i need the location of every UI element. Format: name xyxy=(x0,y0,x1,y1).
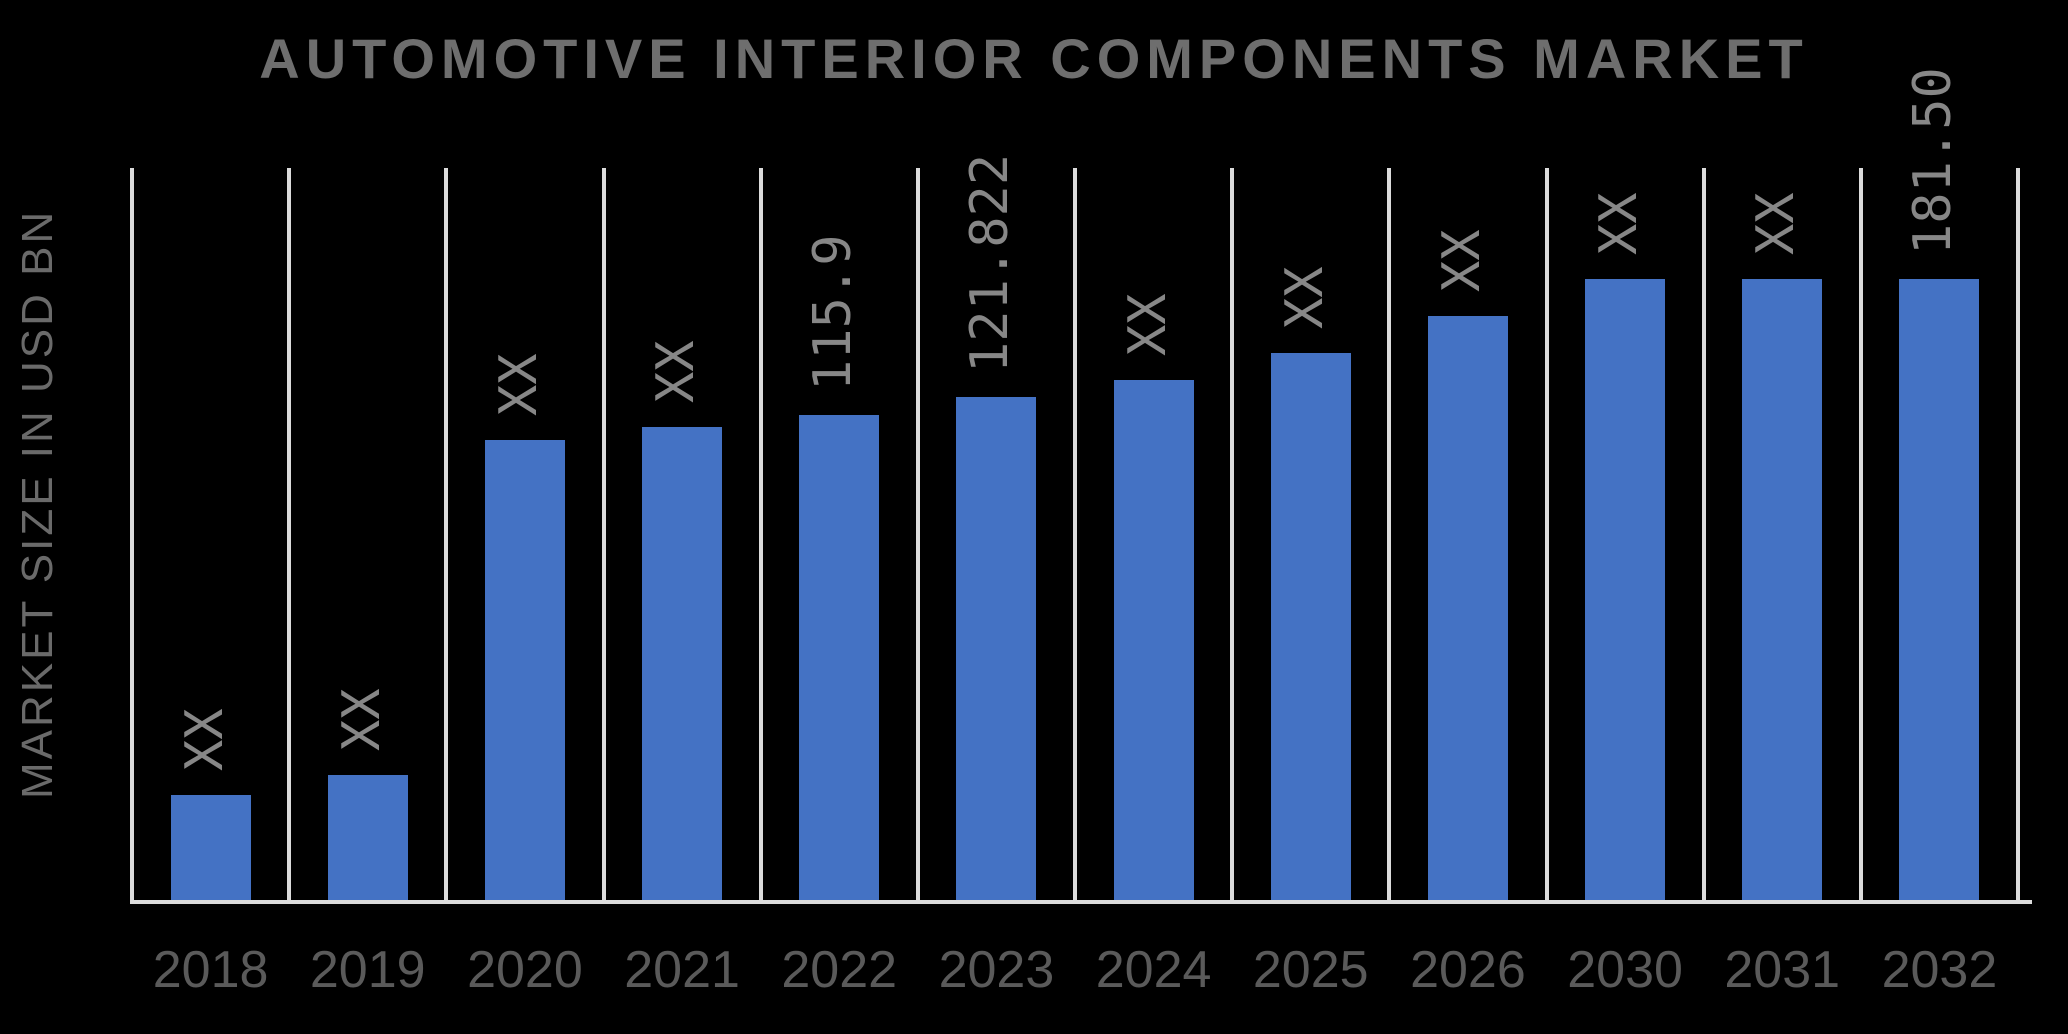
gridline xyxy=(1387,168,1392,900)
bar-2030 xyxy=(1585,279,1666,900)
bar-2026 xyxy=(1427,316,1508,900)
bar-value-label: XX xyxy=(1274,266,1335,329)
bar-2020 xyxy=(484,440,565,900)
x-axis-label: 2020 xyxy=(467,941,583,999)
x-axis-label: 2030 xyxy=(1567,941,1683,999)
y-axis-title: MARKET SIZE IN USD BN xyxy=(13,208,62,799)
y-axis-line xyxy=(130,168,134,900)
bar-value-label: 121.822 xyxy=(960,153,1021,373)
bar-2024 xyxy=(1113,380,1194,900)
bar-value-label: XX xyxy=(646,340,707,403)
bar-2025 xyxy=(1270,353,1351,900)
gridline xyxy=(287,168,292,900)
bar-2031 xyxy=(1742,279,1823,900)
gridline xyxy=(1544,168,1549,900)
x-axis-label: 2032 xyxy=(1881,941,1998,999)
gridline xyxy=(758,168,763,900)
gridline xyxy=(1858,168,1863,900)
bar-2018 xyxy=(170,795,251,900)
x-axis-label: 2026 xyxy=(1410,941,1526,999)
bar-2019 xyxy=(327,775,408,900)
gridline xyxy=(915,168,920,900)
x-axis-label: 2025 xyxy=(1252,941,1369,999)
gridline xyxy=(1073,168,1077,900)
bar-value-label: XX xyxy=(1431,229,1492,292)
x-axis-label: 2031 xyxy=(1724,941,1841,999)
bar-value-label: 181.50 xyxy=(1903,67,1964,255)
bar-2032 xyxy=(1899,279,1980,900)
gridline xyxy=(2016,168,2020,900)
gridline xyxy=(1230,168,1235,900)
x-axis-label: 2019 xyxy=(309,941,426,999)
gridline xyxy=(601,168,606,900)
bar-value-label: XX xyxy=(331,688,392,751)
x-axis-label: 2023 xyxy=(938,941,1055,999)
gridline xyxy=(1701,168,1706,900)
bar-value-label: XX xyxy=(1589,192,1650,255)
bar-value-label: 115.9 xyxy=(803,234,864,391)
bar-2022 xyxy=(799,415,880,900)
bar-value-label: XX xyxy=(1746,192,1807,255)
x-axis-label: 2021 xyxy=(624,941,740,999)
bar-2021 xyxy=(642,427,723,900)
bar-value-label: XX xyxy=(174,708,235,771)
x-axis-label: 2018 xyxy=(152,941,269,999)
gridline xyxy=(444,168,449,900)
x-axis-label: 2024 xyxy=(1095,941,1212,999)
bar-value-label: XX xyxy=(1117,293,1178,356)
x-axis-label: 2022 xyxy=(781,941,898,999)
bar-value-label: XX xyxy=(488,353,549,416)
x-axis-line xyxy=(130,900,2032,904)
bar-2023 xyxy=(956,397,1037,900)
chart-title: AUTOMOTIVE INTERIOR COMPONENTS MARKET xyxy=(259,27,1809,90)
